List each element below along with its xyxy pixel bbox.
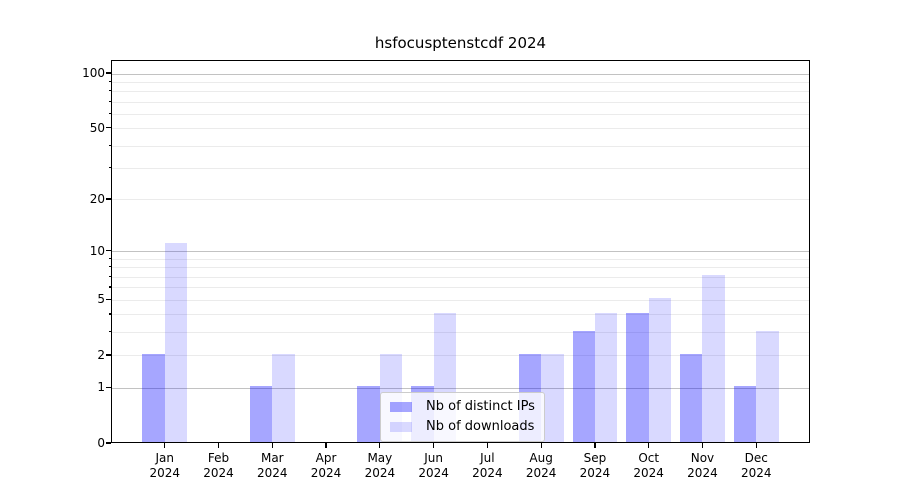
- y-gridline-minor: [112, 113, 809, 115]
- plot-area: Nb of distinct IPs Nb of downloads: [111, 60, 810, 443]
- bar-downloads: [756, 330, 779, 442]
- y-tick-mark-minor: [108, 80, 111, 82]
- y-tick-mark-minor: [108, 275, 111, 277]
- y-gridline-major: [112, 251, 809, 253]
- y-tick-mark-minor: [108, 100, 111, 102]
- bar-distinct-ips: [142, 353, 165, 442]
- x-tick-mark: [271, 443, 273, 448]
- bar-distinct-ips: [572, 330, 595, 442]
- y-tick-label: 5: [97, 292, 105, 307]
- y-tick-mark-minor: [108, 313, 111, 315]
- x-tick-label: Oct 2024: [633, 451, 664, 480]
- y-tick-label: 0: [97, 436, 105, 450]
- y-tick-label: 2: [97, 347, 105, 362]
- y-gridline-minor: [112, 314, 809, 316]
- x-tick-mark: [325, 443, 327, 448]
- x-tick-mark: [540, 443, 542, 448]
- bar-downloads: [541, 353, 564, 442]
- x-tick-label: Aug 2024: [525, 451, 557, 480]
- y-tick-mark: [106, 198, 111, 200]
- legend: Nb of distinct IPs Nb of downloads: [380, 392, 545, 442]
- y-tick-label: 10: [89, 243, 105, 258]
- y-tick-mark: [106, 72, 111, 74]
- y-tick-label: 50: [89, 120, 105, 135]
- legend-item-downloads: Nb of downloads: [390, 419, 535, 434]
- x-tick-label: Dec 2024: [740, 451, 772, 480]
- x-tick-label: Feb 2024: [203, 451, 234, 480]
- y-tick-mark-minor: [108, 266, 111, 268]
- y-tick-mark-minor: [108, 286, 111, 288]
- y-tick-mark: [106, 250, 111, 252]
- x-tick-mark: [217, 443, 220, 448]
- bar-downloads: [702, 275, 725, 442]
- x-tick-mark: [755, 443, 757, 448]
- y-gridline-minor: [112, 299, 809, 301]
- y-gridline-minor: [112, 168, 809, 170]
- bar-downloads: [164, 242, 188, 442]
- y-gridline-major: [112, 387, 809, 389]
- bar-downloads: [648, 298, 672, 442]
- bar-downloads: [272, 353, 295, 442]
- x-tick-label: Sep 2024: [579, 451, 611, 480]
- y-gridline-minor: [112, 145, 809, 147]
- bar-distinct-ips: [626, 312, 649, 442]
- x-tick-label: Jul 2024: [472, 451, 503, 480]
- legend-label-downloads: Nb of downloads: [426, 419, 535, 434]
- y-tick-mark: [106, 354, 111, 356]
- bar-distinct-ips: [680, 353, 703, 442]
- y-tick-mark-minor: [108, 331, 111, 333]
- y-tick-label: 100: [82, 66, 105, 80]
- y-tick-mark: [106, 442, 111, 444]
- y-tick-mark-minor: [108, 167, 111, 169]
- y-tick-label: 1: [97, 380, 105, 395]
- y-gridline-minor: [112, 199, 809, 201]
- y-gridline-minor: [112, 101, 809, 103]
- y-tick-label: 20: [89, 191, 105, 206]
- legend-item-distinct-ips: Nb of distinct IPs: [390, 399, 535, 414]
- x-tick-label: Apr 2024: [310, 451, 342, 480]
- bar-distinct-ips: [733, 386, 757, 442]
- y-gridline-minor: [112, 91, 809, 93]
- x-tick-mark: [648, 443, 650, 448]
- legend-swatch-downloads: [390, 421, 412, 432]
- y-tick-mark-minor: [108, 144, 111, 146]
- x-tick-mark: [379, 443, 381, 448]
- bar-distinct-ips: [357, 386, 380, 442]
- chart-title: hsfocusptenstcdf 2024: [374, 34, 547, 52]
- legend-label-distinct-ips: Nb of distinct IPs: [426, 399, 535, 414]
- x-tick-mark: [164, 443, 166, 448]
- y-gridline-minor: [112, 81, 809, 83]
- bar-distinct-ips: [249, 386, 273, 442]
- y-tick-mark: [106, 298, 111, 300]
- x-tick-label: Jan 2024: [149, 451, 181, 480]
- y-tick-mark-minor: [108, 90, 111, 92]
- y-tick-mark-minor: [108, 112, 111, 114]
- y-tick-mark: [106, 386, 111, 389]
- x-tick-mark: [594, 443, 596, 448]
- y-gridline-minor: [112, 332, 809, 334]
- y-gridline-minor: [112, 267, 809, 269]
- x-tick-label: Jun 2024: [418, 451, 449, 480]
- y-gridline-minor: [112, 355, 809, 357]
- x-tick-mark: [701, 443, 704, 448]
- y-gridline-major: [112, 73, 809, 75]
- x-tick-label: Nov 2024: [687, 451, 718, 480]
- x-tick-label: Mar 2024: [257, 451, 288, 480]
- legend-swatch-distinct-ips: [390, 401, 412, 412]
- y-tick-mark: [106, 127, 111, 129]
- y-gridline-minor: [112, 128, 809, 130]
- y-gridline-minor: [112, 276, 809, 278]
- y-gridline-minor: [112, 287, 809, 289]
- x-tick-mark: [486, 443, 488, 448]
- y-tick-mark-minor: [108, 257, 111, 259]
- x-tick-label: May 2024: [364, 451, 396, 480]
- bar-downloads: [594, 312, 618, 442]
- x-tick-mark: [433, 443, 435, 448]
- y-gridline-minor: [112, 258, 809, 260]
